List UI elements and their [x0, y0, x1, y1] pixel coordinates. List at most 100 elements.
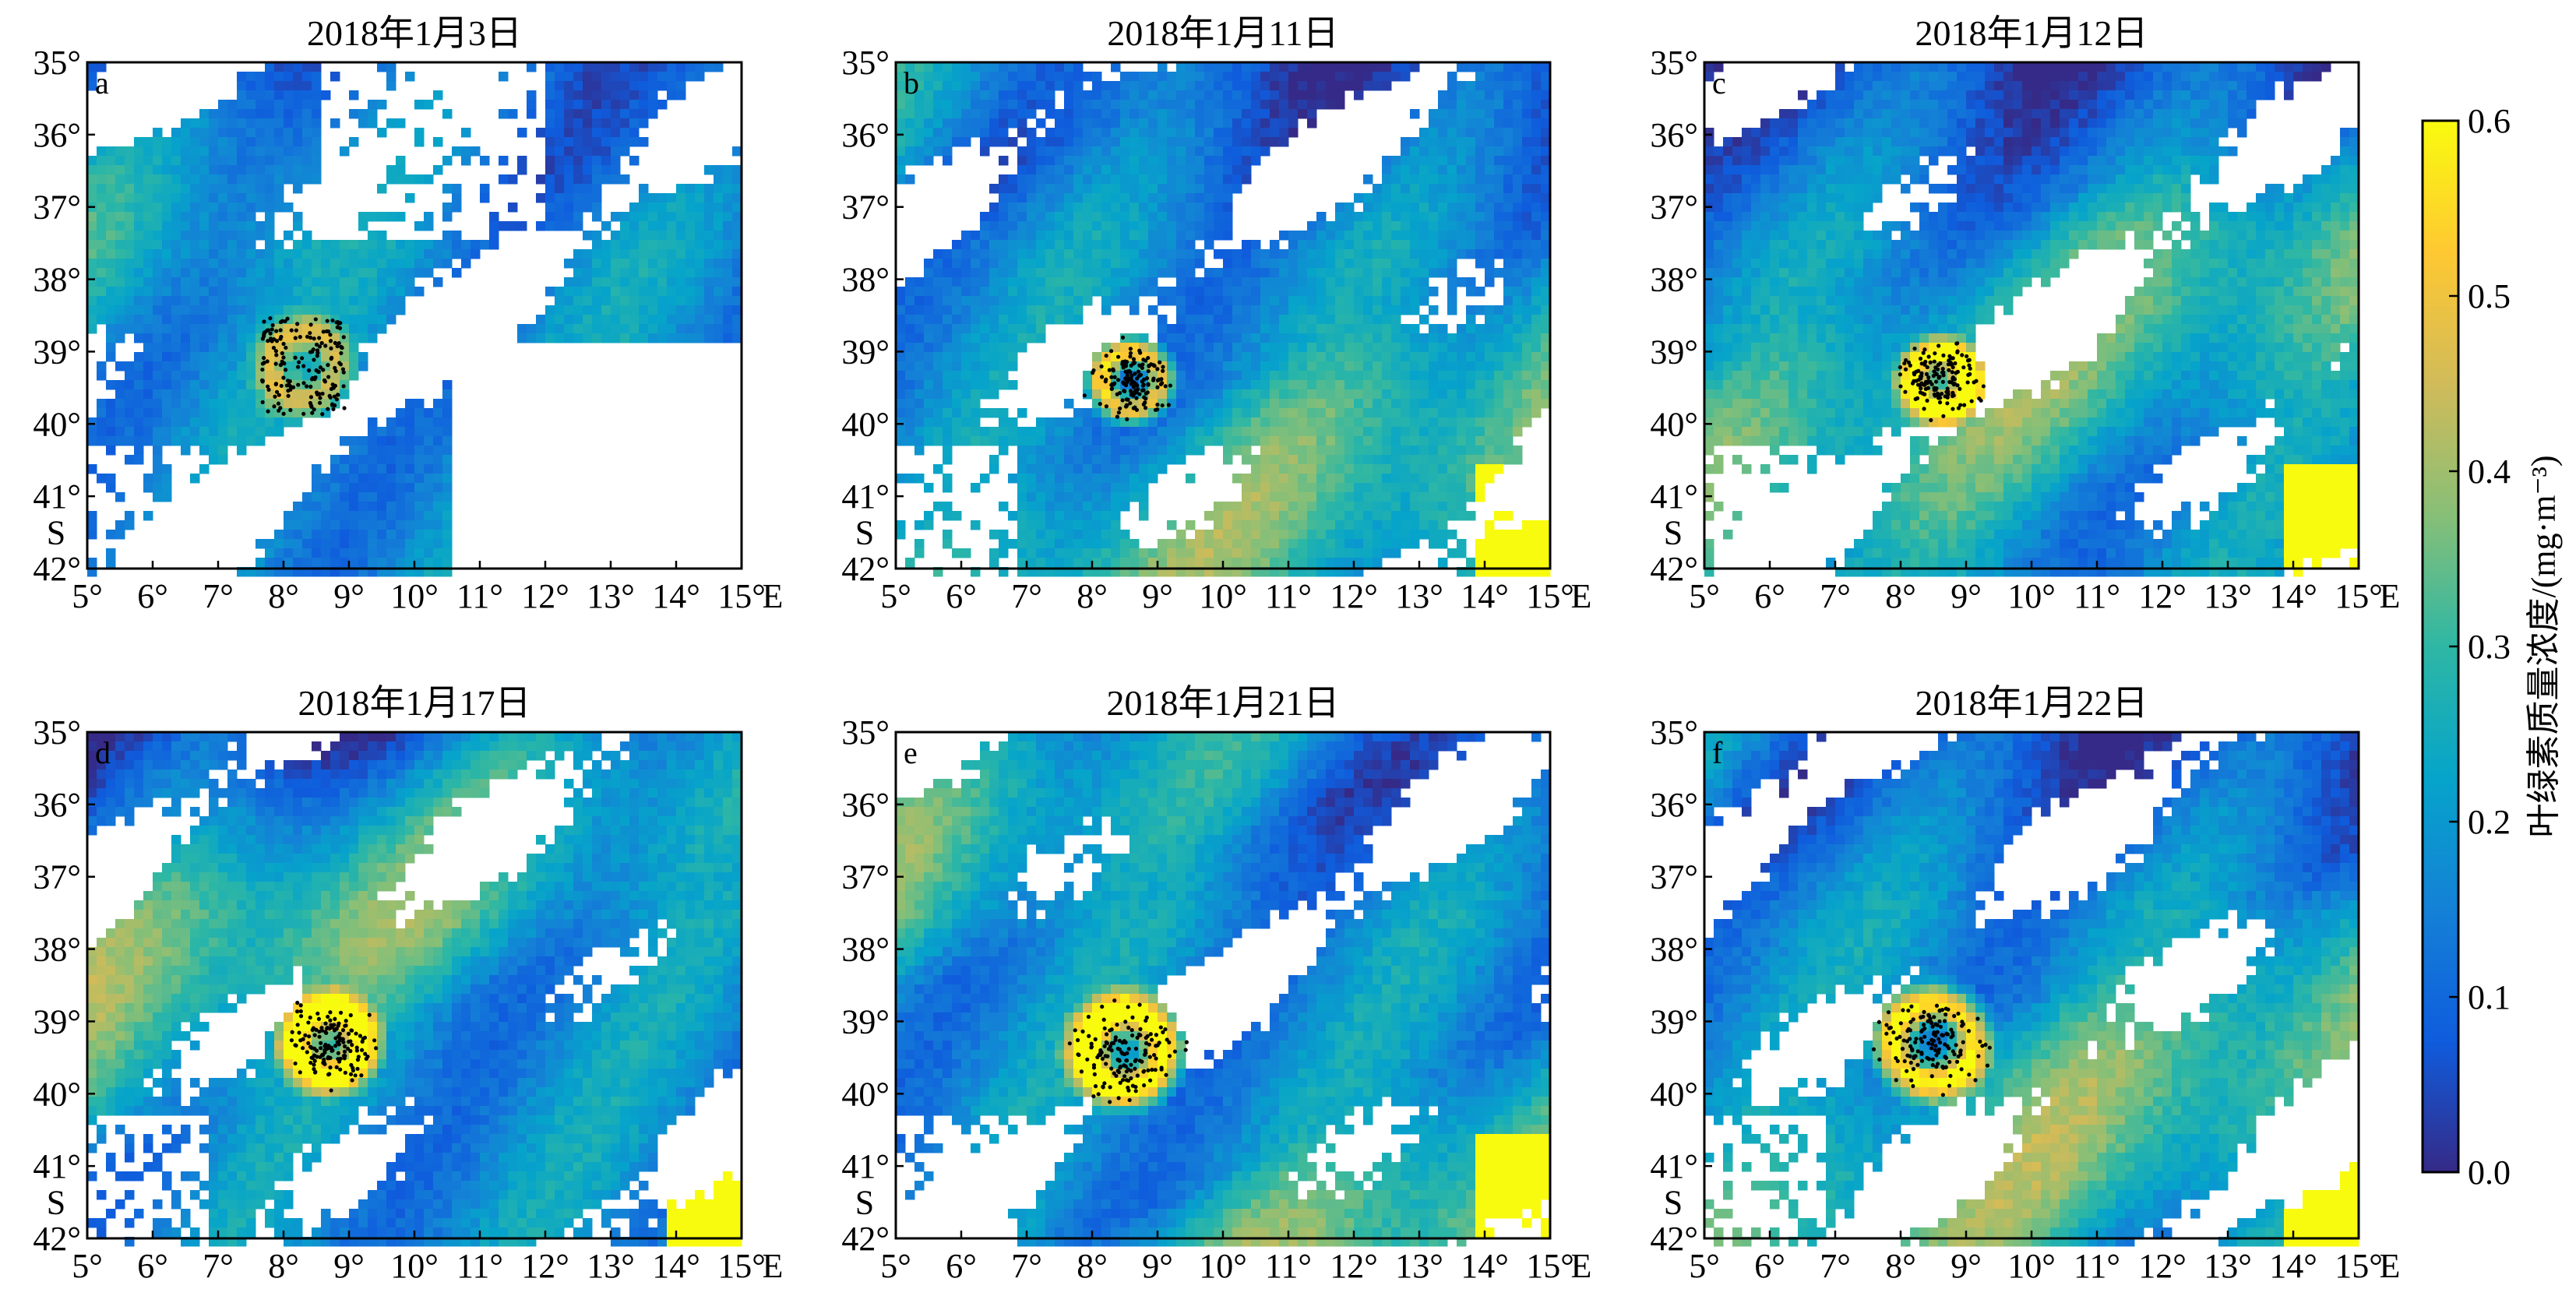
- field-cell: [1111, 81, 1121, 91]
- field-cell: [358, 324, 368, 334]
- field-cell: [1129, 277, 1140, 287]
- field-cell: [896, 361, 906, 372]
- field-cell: [1466, 417, 1476, 428]
- field-cell: [1522, 268, 1532, 278]
- field-cell: [1120, 128, 1130, 138]
- field-cell: [199, 389, 210, 400]
- field-cell: [1354, 530, 1364, 540]
- field-cell: [971, 305, 981, 315]
- field-cell: [153, 202, 163, 213]
- field-cell: [1027, 156, 1037, 166]
- field-cell: [1214, 137, 1224, 147]
- field-cell: [1466, 371, 1476, 381]
- field-cell: [1494, 333, 1504, 343]
- field-cell: [1111, 184, 1121, 194]
- field-cell: [1204, 146, 1214, 157]
- field-cell: [961, 343, 971, 353]
- field-cell: [340, 548, 350, 558]
- field-cell: [676, 62, 686, 72]
- field-cell: [564, 212, 574, 222]
- field-cell: [1036, 146, 1046, 157]
- eddy-dot: [337, 340, 341, 346]
- field-cell: [1186, 474, 1196, 484]
- field-cell: [302, 137, 312, 147]
- field-cell: [676, 184, 686, 194]
- field-cell: [433, 511, 443, 521]
- field-cell: [1064, 259, 1074, 269]
- field-cell: [933, 427, 943, 437]
- field-cell: [592, 184, 602, 194]
- field-cell: [377, 231, 387, 241]
- field-cell: [1410, 146, 1420, 157]
- field-cell: [704, 296, 714, 306]
- field-cell: [302, 240, 312, 250]
- field-cell: [1242, 530, 1252, 540]
- field-cell: [1158, 324, 1168, 334]
- field-cell: [914, 62, 925, 72]
- field-cell: [1475, 464, 1485, 474]
- field-cell: [1027, 492, 1037, 502]
- field-cell: [171, 296, 181, 306]
- field-cell: [1167, 240, 1177, 250]
- field-cell: [1251, 427, 1261, 437]
- field-cell: [508, 109, 518, 119]
- field-cell: [1064, 72, 1074, 82]
- field-cell: [358, 118, 368, 129]
- field-cell: [1485, 277, 1495, 287]
- field-cell: [293, 277, 303, 287]
- field-cell: [1158, 146, 1168, 157]
- field-cell: [134, 146, 144, 157]
- field-cell: [1429, 389, 1439, 400]
- field-cell: [1475, 100, 1485, 110]
- field-cell: [1101, 109, 1112, 119]
- field-cell: [564, 137, 574, 147]
- field-cell: [1485, 399, 1495, 409]
- field-cell: [685, 259, 696, 269]
- field-cell: [340, 268, 350, 278]
- field-cell: [1186, 109, 1196, 119]
- field-cell: [1410, 436, 1420, 446]
- field-cell: [1195, 137, 1205, 147]
- field-cell: [1148, 389, 1158, 400]
- field-cell: [1541, 184, 1551, 194]
- field-cell: [246, 231, 256, 241]
- field-cell: [1195, 333, 1205, 343]
- field-cell: [1410, 165, 1420, 175]
- field-cell: [732, 165, 742, 175]
- field-cell: [961, 118, 971, 129]
- field-cell: [601, 81, 611, 91]
- field-cell: [592, 305, 602, 315]
- field-cell: [1298, 315, 1308, 325]
- field-cell: [1027, 109, 1037, 119]
- field-cell: [961, 81, 971, 91]
- field-cell: [1438, 530, 1448, 540]
- field-cell: [274, 109, 284, 119]
- field-cell: [1429, 417, 1439, 428]
- field-cell: [1307, 455, 1317, 465]
- field-cell: [980, 81, 990, 91]
- field-cell: [980, 361, 990, 372]
- field-cell: [999, 277, 1009, 287]
- field-cell: [1223, 511, 1233, 521]
- field-cell: [1195, 389, 1205, 400]
- field-cell: [265, 118, 275, 129]
- field-cell: [1344, 296, 1355, 306]
- field-cell: [1055, 417, 1065, 428]
- field-cell: [284, 417, 294, 428]
- field-cell: [573, 100, 583, 110]
- field-cell: [583, 231, 593, 241]
- field-cell: [545, 202, 555, 213]
- field-cell: [1242, 118, 1252, 129]
- field-cell: [274, 530, 284, 540]
- field-cell: [442, 231, 453, 241]
- field-cell: [1401, 520, 1411, 530]
- field-cell: [349, 343, 359, 353]
- field-cell: [723, 296, 733, 306]
- field-cell: [1251, 474, 1261, 484]
- field-cell: [943, 399, 953, 409]
- field-cell: [1382, 445, 1392, 456]
- field-cell: [896, 408, 906, 418]
- field-cell: [1335, 445, 1345, 456]
- field-cell: [1045, 483, 1055, 493]
- field-cell: [1335, 389, 1345, 400]
